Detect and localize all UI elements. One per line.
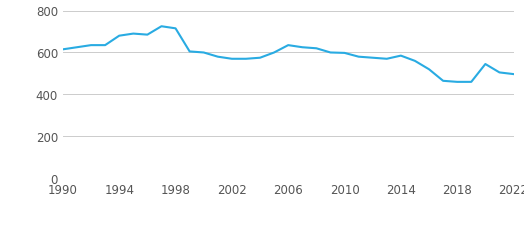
Moscow Middle School <box>229 58 235 61</box>
Moscow Middle School <box>187 51 193 54</box>
Line: Moscow Middle School: Moscow Middle School <box>63 27 514 82</box>
Moscow Middle School <box>257 57 263 60</box>
Moscow Middle School <box>116 35 122 38</box>
Moscow Middle School <box>384 58 390 61</box>
Moscow Middle School <box>144 34 150 37</box>
Moscow Middle School <box>102 45 108 47</box>
Moscow Middle School <box>510 73 517 76</box>
Moscow Middle School <box>285 45 291 47</box>
Moscow Middle School <box>342 52 348 55</box>
Moscow Middle School <box>172 28 179 31</box>
Moscow Middle School <box>313 48 320 50</box>
Moscow Middle School <box>440 80 446 83</box>
Moscow Middle School <box>496 72 503 74</box>
Moscow Middle School <box>468 81 474 84</box>
Moscow Middle School <box>426 68 432 71</box>
Moscow Middle School <box>243 58 249 61</box>
Moscow Middle School <box>328 52 334 55</box>
Moscow Middle School <box>215 56 221 59</box>
Moscow Middle School <box>158 26 165 28</box>
Moscow Middle School <box>271 52 277 55</box>
Moscow Middle School <box>130 33 136 36</box>
Moscow Middle School <box>60 49 66 52</box>
Moscow Middle School <box>369 57 376 60</box>
Moscow Middle School <box>201 52 207 55</box>
Moscow Middle School <box>454 81 461 84</box>
Moscow Middle School <box>355 56 362 59</box>
Moscow Middle School <box>482 63 488 66</box>
Moscow Middle School <box>88 45 94 47</box>
Moscow Middle School <box>74 47 80 49</box>
Moscow Middle School <box>398 55 404 58</box>
Moscow Middle School <box>299 47 305 49</box>
Moscow Middle School <box>412 60 418 63</box>
